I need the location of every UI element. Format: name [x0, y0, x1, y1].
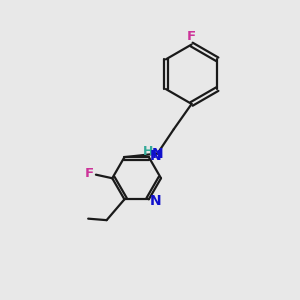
Text: N: N: [149, 194, 161, 208]
Text: N: N: [149, 148, 161, 163]
Text: H: H: [143, 145, 154, 158]
Text: F: F: [85, 167, 94, 180]
Text: N: N: [152, 147, 163, 161]
Text: F: F: [187, 30, 196, 43]
